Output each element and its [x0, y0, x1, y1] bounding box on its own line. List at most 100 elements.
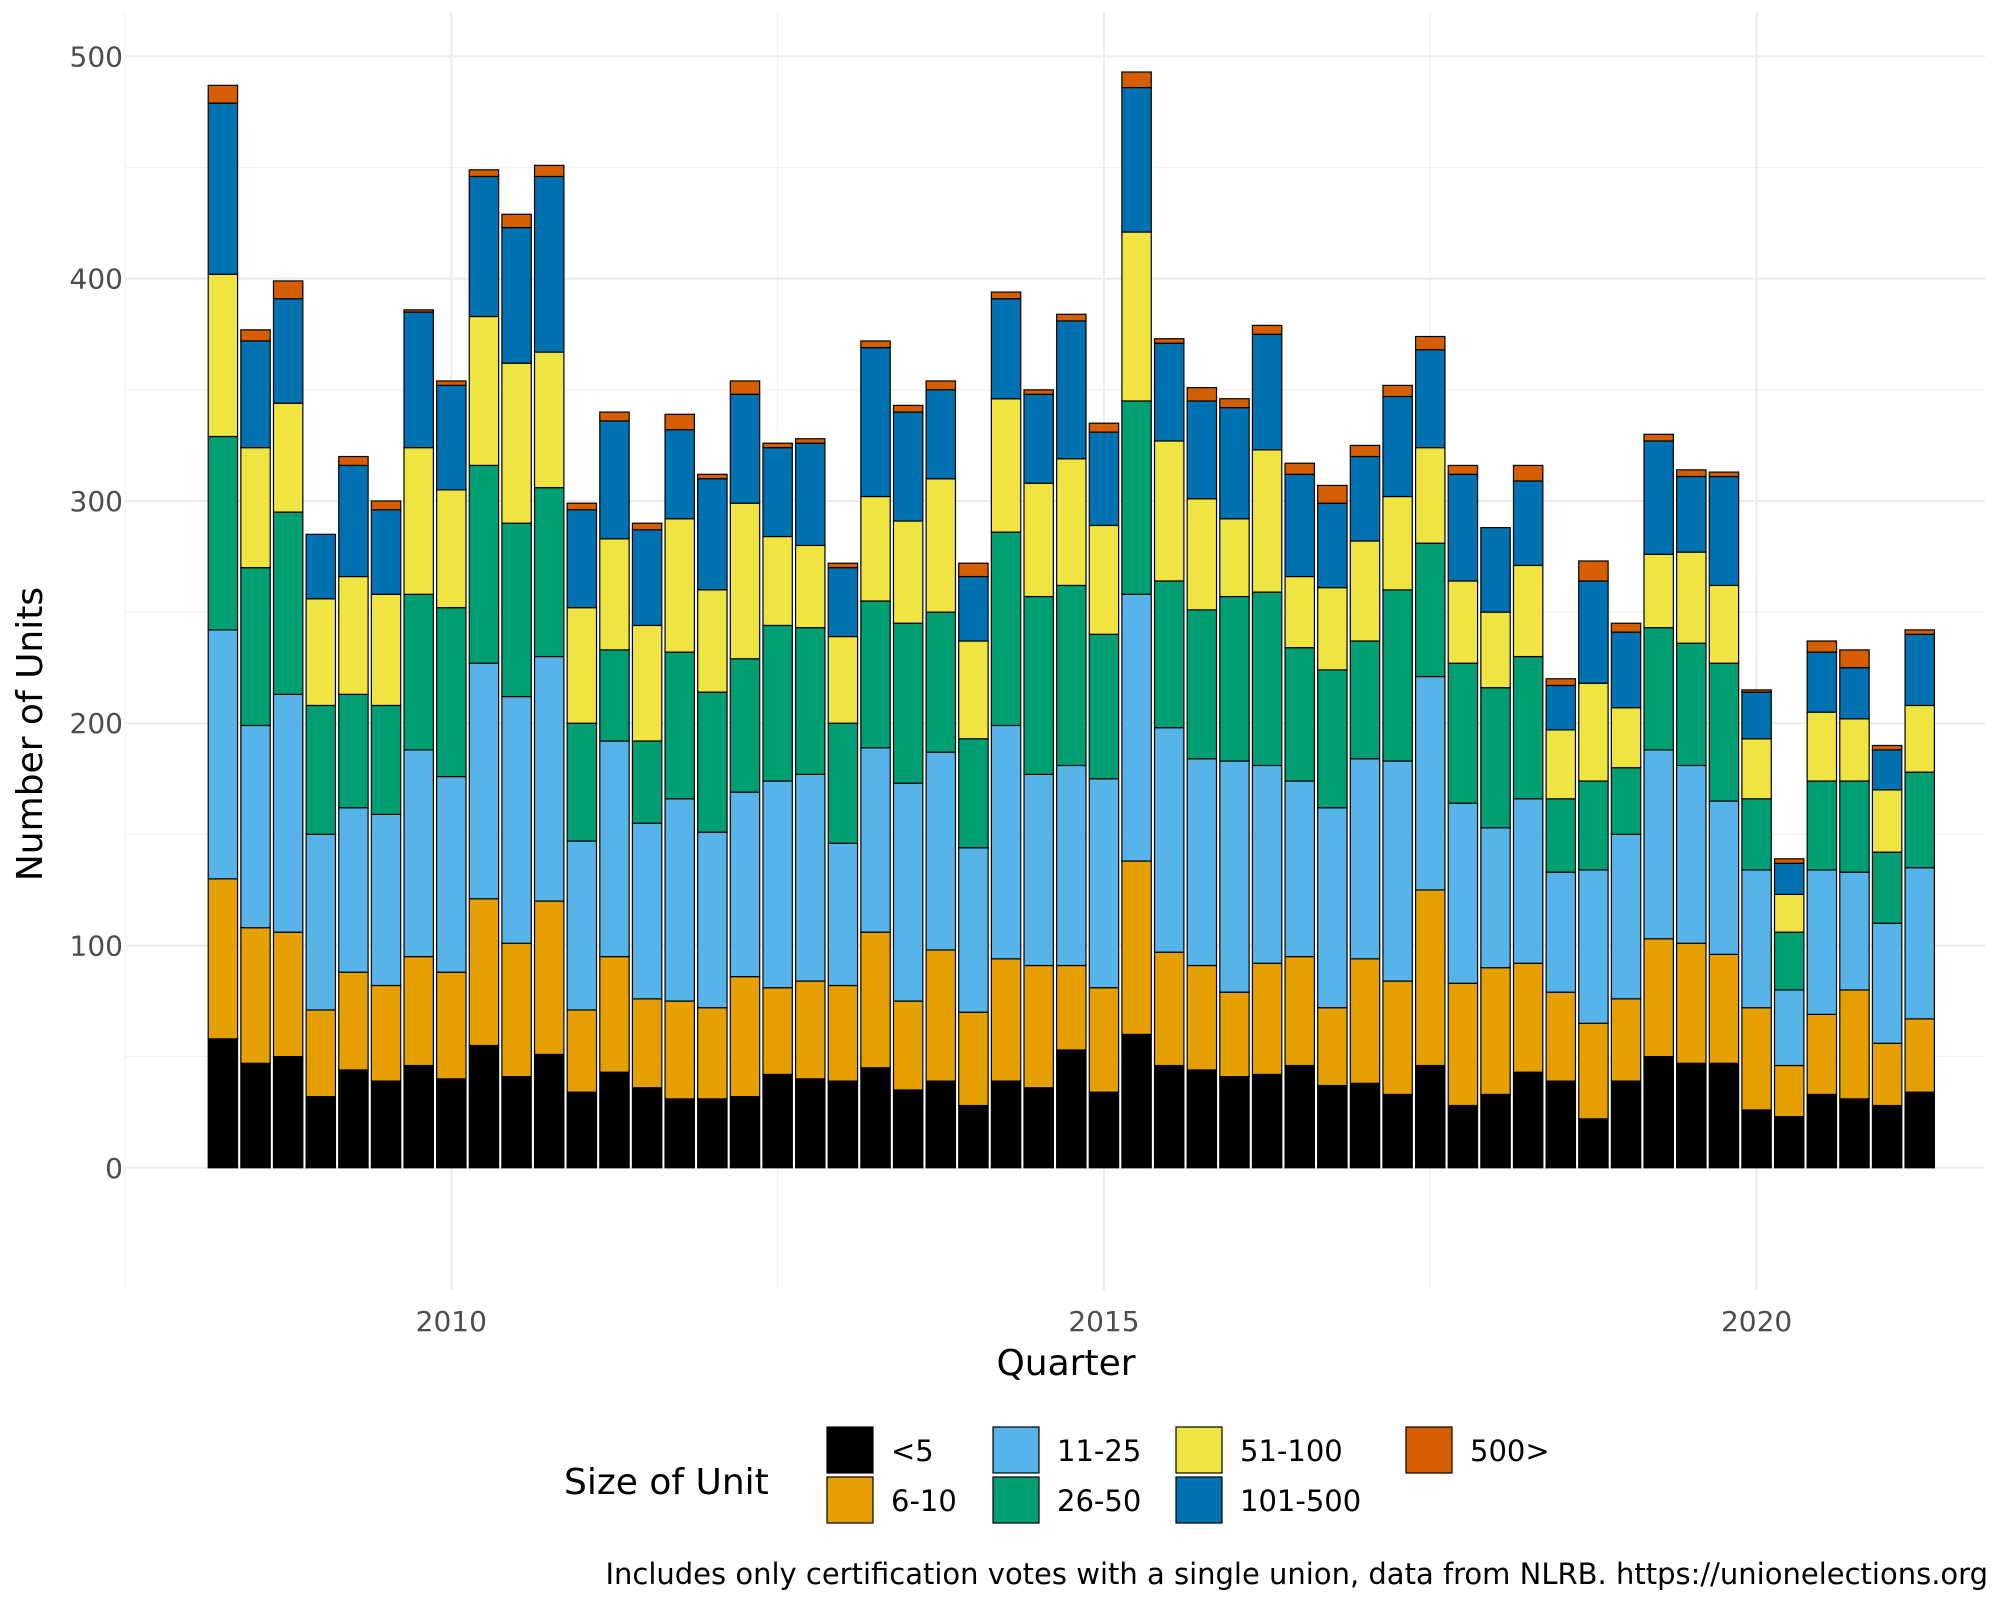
bar-segment: [664, 429, 696, 520]
bar-stack: [1153, 338, 1185, 1169]
bar-segment: [468, 1044, 500, 1169]
bar-segment: [501, 362, 532, 524]
x-tick-label: 2015: [1068, 1305, 1139, 1338]
bar-segment: [1349, 958, 1381, 1084]
bar-segment: [1806, 640, 1838, 653]
bar-stack: [631, 522, 663, 1169]
bar-segment: [1219, 991, 1250, 1078]
bar-segment: [1219, 595, 1250, 762]
bar-stack: [403, 309, 434, 1169]
bar-segment: [403, 1064, 434, 1169]
bar-segment: [305, 598, 337, 707]
bar-segment: [1871, 851, 1903, 924]
bar-segment: [1382, 495, 1413, 591]
bar-segment: [990, 724, 1022, 960]
bar-segment: [1741, 738, 1772, 800]
bar-segment: [566, 509, 598, 609]
bar-segment: [827, 722, 859, 844]
bar-segment: [1904, 1018, 1936, 1093]
bar-stack: [827, 562, 859, 1169]
bar-segment: [1708, 953, 1740, 1064]
bar-segment: [207, 435, 239, 631]
bar-segment: [860, 340, 891, 349]
bar-segment: [1219, 1076, 1250, 1169]
bar-segment: [697, 478, 728, 591]
legend-label: <5: [891, 1434, 934, 1468]
bar-segment: [370, 1080, 402, 1169]
bar-stack: [338, 455, 369, 1169]
bar-segment: [1447, 473, 1479, 582]
legend-swatch: [1405, 1426, 1453, 1474]
bar-segment: [1317, 807, 1348, 1009]
bar-segment: [1545, 729, 1577, 800]
legend-swatch: [826, 1476, 874, 1524]
bar-segment: [1610, 767, 1642, 835]
bar-segment: [827, 984, 859, 1082]
legend-item: 101-500: [1175, 1476, 1361, 1524]
bar-segment: [1643, 749, 1674, 940]
bar-segment: [1056, 1049, 1087, 1169]
bar-segment: [1773, 931, 1805, 991]
bar-stack: [1121, 71, 1152, 1169]
bar-segment: [958, 1104, 989, 1169]
legend-item: 51-100: [1175, 1426, 1343, 1474]
bar-segment: [305, 704, 337, 835]
bar-stack: [729, 380, 761, 1169]
legend-swatch: [992, 1426, 1040, 1474]
bar-segment: [892, 1000, 924, 1091]
x-tick-label: 2010: [416, 1305, 487, 1338]
bar-segment: [1578, 780, 1609, 871]
bar-stack: [272, 280, 304, 1169]
bar-segment: [533, 164, 565, 178]
bar-segment: [631, 740, 663, 824]
bar-segment: [958, 847, 989, 1013]
bar-segment: [925, 949, 957, 1082]
bar-segment: [1447, 464, 1479, 475]
bar-segment: [1382, 384, 1413, 398]
bar-segment: [599, 538, 630, 651]
bar-segment: [1839, 667, 1870, 720]
bar-segment: [1153, 338, 1185, 344]
bar-segment: [794, 1078, 826, 1169]
bar-segment: [827, 635, 859, 724]
bar-segment: [1414, 1064, 1446, 1169]
bar-segment: [338, 464, 369, 578]
bar-segment: [1741, 1007, 1772, 1111]
legend-label: 500>: [1470, 1434, 1550, 1468]
bar-segment: [1186, 758, 1218, 967]
caption: Includes only certification votes with a…: [605, 1557, 1988, 1591]
bar-stack: [1414, 335, 1446, 1169]
bar-segment: [1741, 689, 1772, 693]
bar-stack: [1251, 324, 1283, 1169]
bar-segment: [664, 798, 696, 1002]
bar-segment: [925, 380, 957, 391]
bar-segment: [436, 384, 467, 491]
bar-segment: [566, 1091, 598, 1169]
bar-segment: [403, 956, 434, 1067]
bar-segment: [436, 1078, 467, 1169]
bar-segment: [1284, 575, 1316, 649]
x-tick-labels: 2010 2015 2020: [416, 1305, 1793, 1338]
bar-segment: [1349, 540, 1381, 642]
bar-segment: [1708, 800, 1740, 955]
legend-item: 6-10: [826, 1476, 957, 1524]
bar-segment: [1545, 991, 1577, 1082]
minor-gridlines: [124, 12, 1985, 1290]
bar-segment: [566, 1009, 598, 1093]
bar-segment: [1578, 1022, 1609, 1120]
bar-segment: [1839, 871, 1870, 991]
bar-segment: [794, 442, 826, 547]
bar-segment: [1186, 400, 1218, 500]
bar-segment: [1512, 798, 1544, 964]
bar-segment: [599, 420, 630, 540]
bar-stack: [1708, 471, 1740, 1169]
bar-stack: [1904, 629, 1936, 1169]
bar-segment: [1806, 869, 1838, 1015]
bar-segment: [272, 402, 304, 513]
bar-segment: [1708, 662, 1740, 802]
bar-segment: [729, 502, 761, 660]
bar-segment: [892, 404, 924, 413]
bar-segment: [827, 562, 859, 569]
bar-segment: [1839, 1098, 1870, 1169]
bar-segment: [860, 495, 891, 602]
